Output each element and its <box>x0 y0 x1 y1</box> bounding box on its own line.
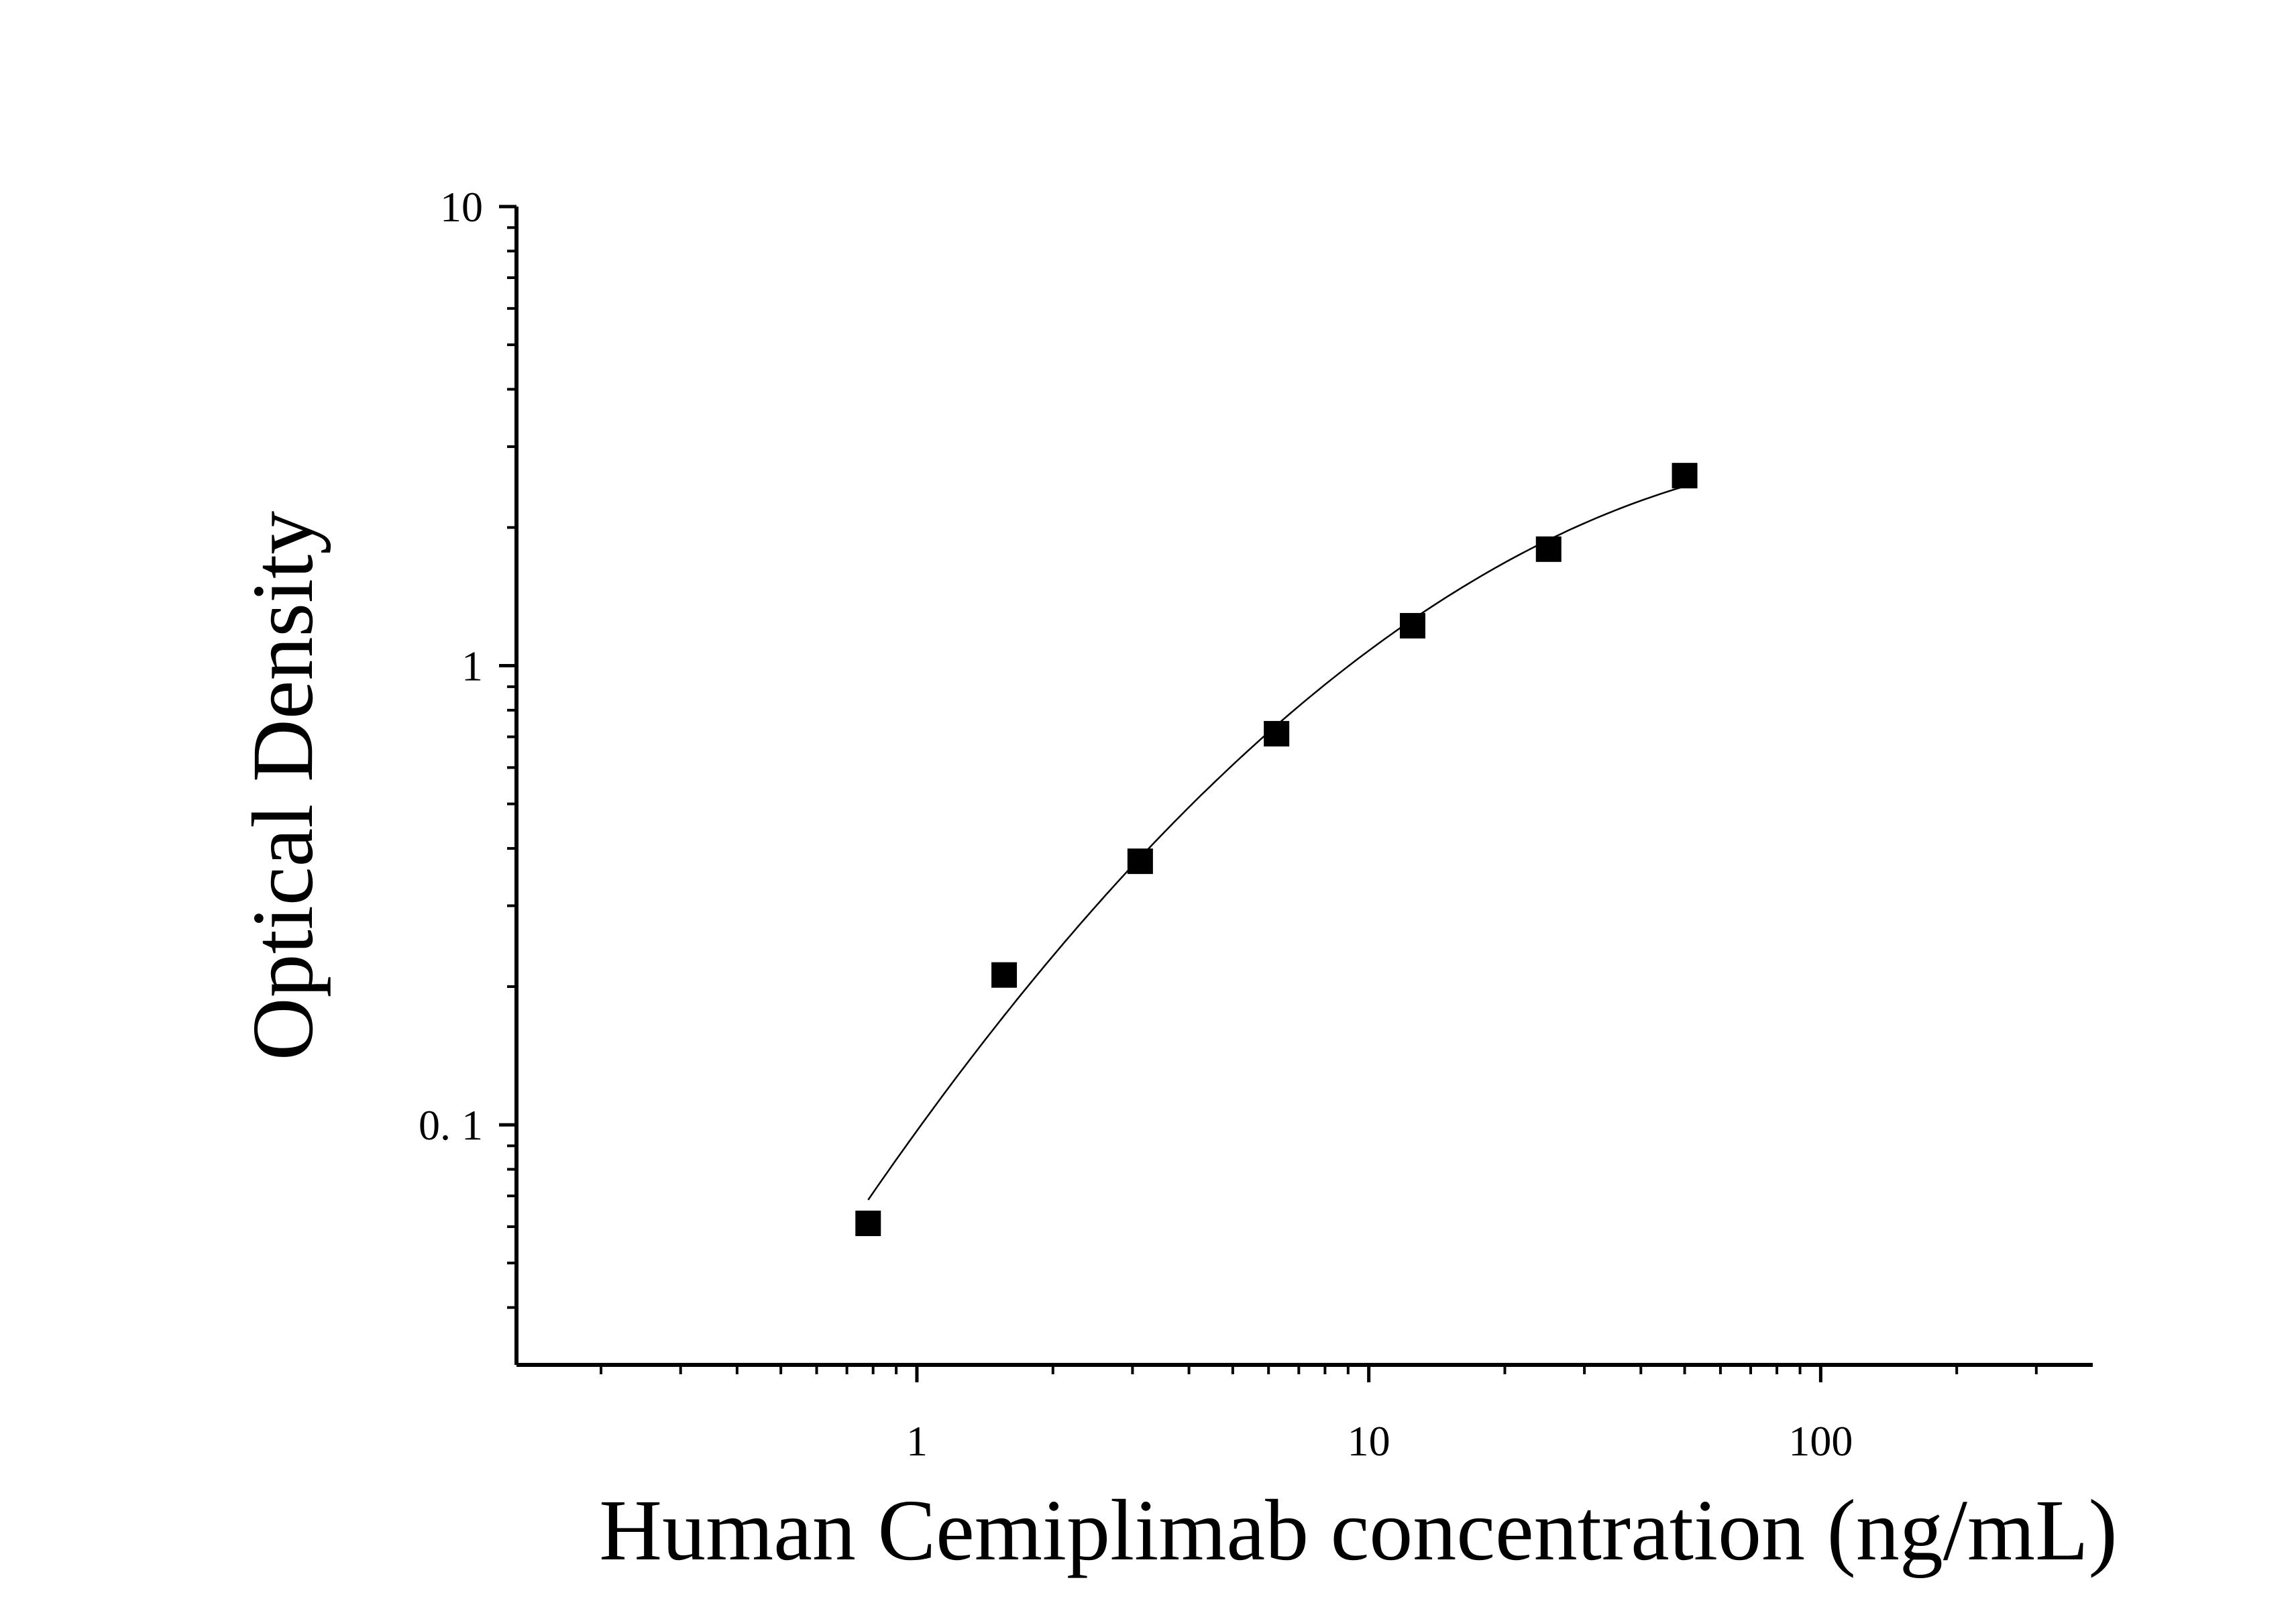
x-tick-label: 1 <box>906 1417 928 1465</box>
data-point <box>1535 536 1562 562</box>
x-tick-labels: 1 10 100 <box>906 1417 1853 1465</box>
data-points <box>855 463 1698 1237</box>
x-tick-label: 100 <box>1788 1417 1853 1465</box>
axes <box>514 207 2093 1367</box>
data-point <box>855 1211 881 1237</box>
x-ticks <box>600 1365 2038 1382</box>
x-tick-label: 10 <box>1348 1417 1390 1465</box>
y-tick-label: 10 <box>440 183 483 231</box>
fit-curve <box>867 485 1685 1201</box>
y-tick-labels: 0. 1 1 10 <box>419 183 483 1149</box>
y-ticks <box>499 205 516 1309</box>
data-point <box>1264 720 1290 746</box>
data-point <box>1399 612 1425 639</box>
data-point <box>1672 463 1698 489</box>
y-axis-label: Optical Density <box>235 511 331 1061</box>
data-point <box>1127 848 1153 875</box>
x-axis-label: Human Cemiplimab concentration (ng/mL) <box>599 1482 2118 1579</box>
data-point <box>991 962 1018 988</box>
y-tick-label: 0. 1 <box>419 1101 483 1149</box>
y-tick-label: 1 <box>461 643 483 690</box>
